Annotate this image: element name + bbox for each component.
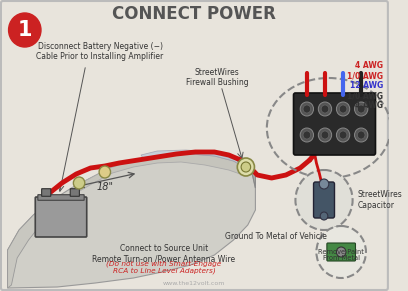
Circle shape <box>319 179 329 189</box>
Polygon shape <box>71 154 246 193</box>
Circle shape <box>73 177 85 189</box>
Text: Remove Paint
From Metal: Remove Paint From Metal <box>318 249 364 262</box>
Text: www.the12volt.com: www.the12volt.com <box>163 281 226 286</box>
Circle shape <box>303 105 310 113</box>
Circle shape <box>241 162 251 172</box>
Polygon shape <box>141 150 240 165</box>
Circle shape <box>295 170 353 230</box>
Circle shape <box>321 105 329 113</box>
FancyBboxPatch shape <box>38 195 84 200</box>
FancyBboxPatch shape <box>42 189 51 196</box>
Text: Connect to Source Unit
Remote Turn-on /Power Antenna Wire: Connect to Source Unit Remote Turn-on /P… <box>92 244 235 263</box>
Text: 4 AWG: 4 AWG <box>355 102 383 111</box>
Circle shape <box>237 158 255 176</box>
Circle shape <box>300 102 313 116</box>
Circle shape <box>339 131 347 139</box>
Circle shape <box>337 102 350 116</box>
Circle shape <box>339 105 347 113</box>
Text: StreetWires
Firewall Bushing: StreetWires Firewall Bushing <box>186 68 248 87</box>
Circle shape <box>337 128 350 142</box>
Circle shape <box>303 131 310 139</box>
Circle shape <box>320 212 328 220</box>
FancyBboxPatch shape <box>1 1 388 290</box>
Text: 4 AWG: 4 AWG <box>355 61 383 70</box>
Text: 1/0 AWG: 1/0 AWG <box>347 91 383 100</box>
Text: Disconnect Battery Negative (−)
Cable Prior to Installing Amplifier: Disconnect Battery Negative (−) Cable Pr… <box>36 42 164 61</box>
Circle shape <box>316 226 366 278</box>
Circle shape <box>300 128 313 142</box>
FancyBboxPatch shape <box>293 93 375 155</box>
Circle shape <box>99 166 111 178</box>
Circle shape <box>318 128 332 142</box>
Circle shape <box>321 131 329 139</box>
Text: 1/0 AWG: 1/0 AWG <box>347 72 383 81</box>
FancyBboxPatch shape <box>313 182 335 218</box>
Text: 12 AWG: 12 AWG <box>350 81 383 91</box>
Circle shape <box>355 102 368 116</box>
Text: Ground To Metal of Vehicle: Ground To Metal of Vehicle <box>226 232 327 241</box>
Circle shape <box>357 131 365 139</box>
FancyBboxPatch shape <box>35 197 87 237</box>
Polygon shape <box>8 200 57 288</box>
Text: 18": 18" <box>96 182 113 192</box>
Polygon shape <box>236 157 255 188</box>
Text: 1: 1 <box>18 20 32 40</box>
Text: StreetWires
Capacitor: StreetWires Capacitor <box>357 190 402 210</box>
Circle shape <box>9 13 41 47</box>
FancyBboxPatch shape <box>327 243 355 261</box>
Circle shape <box>318 102 332 116</box>
Text: CONNECT POWER: CONNECT POWER <box>113 5 276 23</box>
Polygon shape <box>8 153 255 288</box>
FancyBboxPatch shape <box>70 189 80 196</box>
Circle shape <box>337 247 346 257</box>
Text: (Do not use with Smart-Engage
RCA to Line Level Adapters): (Do not use with Smart-Engage RCA to Lin… <box>106 260 222 274</box>
Circle shape <box>357 105 365 113</box>
Circle shape <box>355 128 368 142</box>
